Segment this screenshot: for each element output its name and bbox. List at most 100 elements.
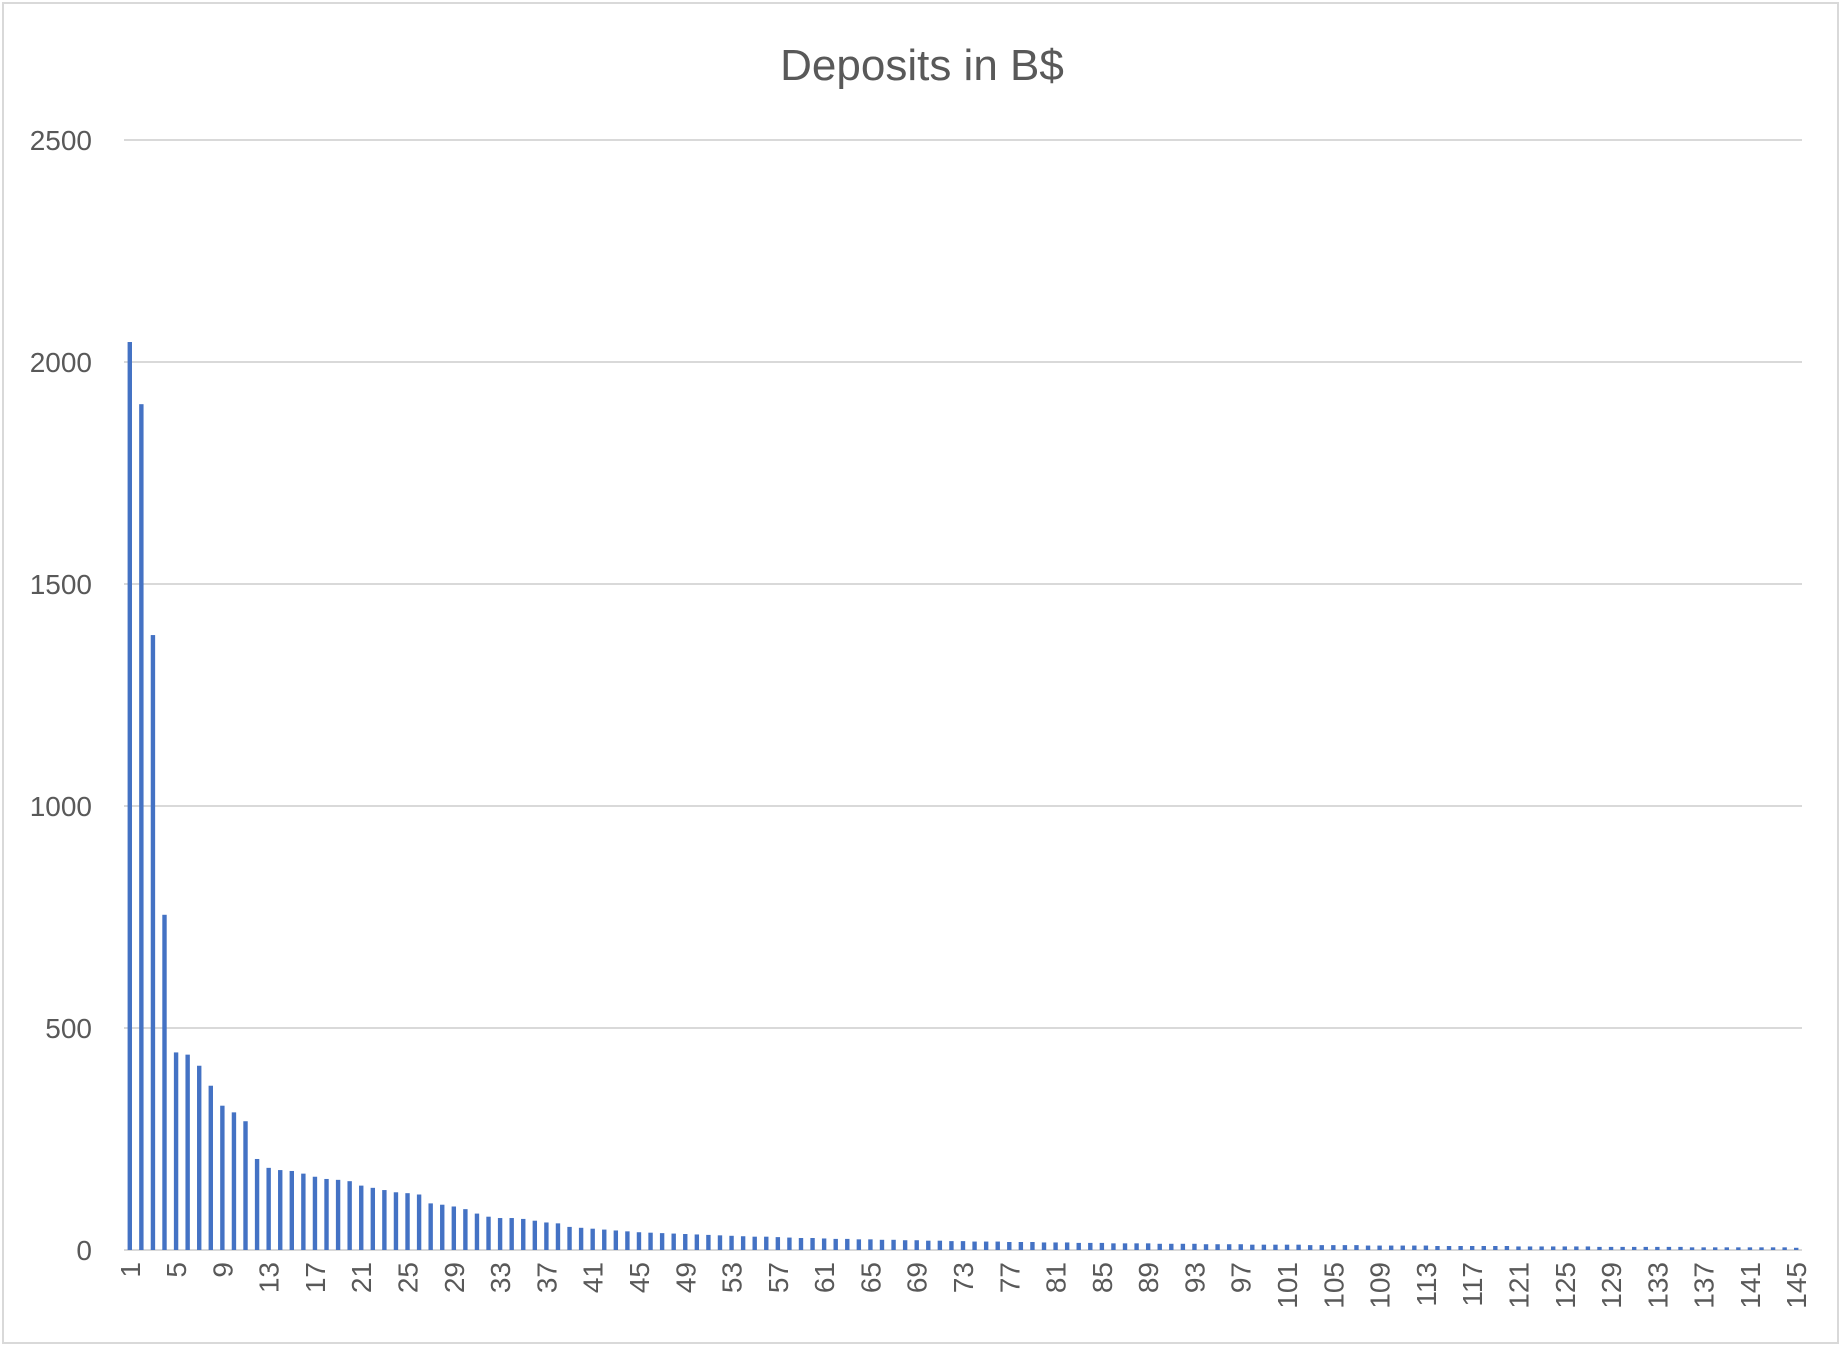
bar-114 [1435,1246,1440,1250]
bar-76 [995,1241,1000,1250]
bar-50 [694,1234,700,1250]
bar-95 [1215,1244,1220,1250]
x-tick-label: 33 [485,1262,516,1293]
bar-66 [879,1239,885,1250]
x-tick-label: 105 [1318,1262,1349,1309]
bar-80 [1041,1242,1047,1250]
bar-34 [509,1218,514,1250]
bar-97 [1238,1244,1243,1250]
bar-42 [602,1229,607,1250]
bar-11 [243,1121,248,1250]
bar-141 [1747,1247,1753,1250]
bar-53 [729,1235,734,1250]
bar-101 [1284,1244,1290,1250]
bar-94 [1203,1244,1209,1250]
bar-129 [1608,1246,1614,1250]
x-tick-label: 1 [115,1262,146,1278]
bar-71 [937,1240,943,1250]
x-tick-label: 101 [1272,1262,1303,1309]
x-tick-label: 129 [1596,1262,1627,1309]
x-tick-label: 125 [1550,1262,1581,1309]
bar-51 [706,1234,711,1250]
bar-109 [1377,1245,1382,1250]
bar-24 [393,1192,399,1250]
bars [127,342,1799,1250]
bar-4 [162,914,167,1250]
bar-140 [1736,1247,1741,1250]
bar-81 [1053,1242,1058,1250]
bar-64 [856,1239,862,1250]
bar-59 [798,1238,804,1250]
bar-145 [1794,1247,1799,1250]
bar-19 [335,1179,341,1250]
y-tick-label: 2500 [30,125,92,156]
bar-23 [382,1190,387,1250]
bar-126 [1574,1246,1579,1250]
bar-116 [1458,1246,1463,1250]
bar-121 [1516,1246,1521,1250]
bar-12 [254,1158,260,1250]
bar-99 [1261,1244,1267,1250]
x-tick-label: 141 [1735,1262,1766,1309]
bar-28 [440,1204,445,1250]
bar-108 [1365,1245,1371,1250]
x-tick-label: 13 [254,1262,285,1293]
bar-84 [1088,1242,1093,1250]
bar-93 [1192,1243,1197,1250]
bar-10 [231,1112,237,1250]
bar-124 [1550,1246,1556,1250]
bar-92 [1180,1243,1186,1250]
x-tick-label: 25 [393,1262,424,1293]
x-tick-label: 61 [809,1262,840,1293]
bar-79 [1030,1242,1035,1250]
bar-120 [1504,1246,1510,1250]
x-tick-label: 77 [994,1262,1025,1293]
x-tick-label: 133 [1642,1262,1673,1309]
bar-27 [428,1203,433,1250]
x-tick-label: 9 [207,1262,238,1278]
bar-45 [636,1232,642,1250]
gridlines [124,139,1802,1251]
bar-112 [1412,1245,1417,1250]
bar-49 [683,1234,688,1250]
bar-58 [787,1237,792,1250]
bar-44 [625,1231,630,1250]
bar-25 [405,1193,410,1250]
x-tick-label: 121 [1503,1262,1534,1309]
y-tick-label: 2000 [30,347,92,378]
bar-9 [220,1105,225,1250]
x-tick-label: 109 [1365,1262,1396,1309]
bar-104 [1319,1245,1324,1250]
bar-60 [810,1238,815,1250]
bar-75 [983,1241,989,1250]
bar-56 [764,1236,769,1250]
bar-16 [301,1173,306,1250]
y-axis-tick-labels: 0 500 1000 1500 2000 2500 [30,125,92,1266]
bar-139 [1724,1247,1729,1250]
x-tick-label: 69 [902,1262,933,1293]
bar-31 [474,1213,480,1250]
bar-65 [868,1239,873,1250]
x-tick-label: 65 [855,1262,886,1293]
x-tick-label: 21 [346,1262,377,1293]
bar-62 [833,1238,838,1250]
bar-37 [544,1222,549,1250]
bar-47 [659,1233,665,1250]
bar-48 [671,1233,676,1250]
bar-82 [1064,1242,1070,1250]
bar-118 [1481,1246,1486,1250]
bar-115 [1446,1246,1452,1250]
bar-87 [1122,1243,1128,1250]
y-tick-label: 1500 [30,569,92,600]
bar-63 [845,1238,850,1250]
bar-72 [949,1241,954,1250]
bar-7 [197,1065,202,1250]
bar-125 [1562,1246,1567,1250]
bar-40 [578,1227,584,1250]
bar-106 [1342,1245,1348,1250]
bar-144 [1782,1247,1787,1250]
bar-8 [208,1085,213,1250]
bar-14 [278,1170,283,1250]
